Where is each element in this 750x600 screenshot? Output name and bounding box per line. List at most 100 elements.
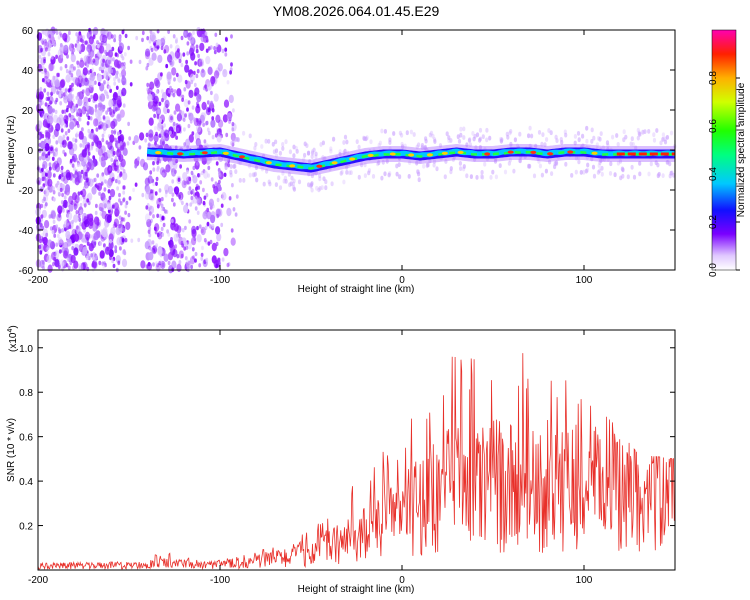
spectrogram-speck — [158, 188, 162, 193]
spectrogram-speck — [202, 169, 206, 174]
spectrogram-speck — [182, 172, 188, 181]
spectrogram-speck — [202, 187, 205, 193]
spectrogram-speck — [579, 170, 583, 175]
spectrogram-speck — [432, 159, 437, 165]
spectrogram-speck — [173, 89, 177, 94]
spectrogram-speck — [77, 116, 81, 122]
spectrogram-speck — [74, 205, 77, 210]
spectrogram-speck — [242, 130, 246, 136]
spectrogram-speck — [124, 204, 128, 209]
spectrogram-speck — [40, 113, 43, 118]
spectrogram-speck — [92, 155, 96, 160]
spectrogram-speck — [83, 215, 87, 221]
spectrogram-speck — [195, 186, 198, 191]
spectrogram-speck — [37, 93, 43, 103]
spectrogram-speck — [147, 100, 154, 110]
spectrogram-speck — [50, 213, 54, 219]
spectrogram-speck — [445, 131, 449, 137]
spectrogram-speck — [116, 186, 119, 191]
spectrogram-speck — [178, 260, 182, 265]
spectrogram-speck — [538, 163, 543, 169]
spectrogram-speck — [550, 171, 554, 177]
spectrogram-speck — [101, 137, 105, 143]
spectrogram-speck — [50, 146, 53, 151]
spectrogram-speck — [103, 152, 109, 161]
spectrogram-speck — [47, 151, 51, 156]
spectrogram-speck — [65, 74, 71, 83]
spectrogram-speck — [649, 161, 653, 167]
spectrogram-speck — [194, 92, 197, 97]
spectrogram-speck — [224, 47, 228, 52]
spectrogram-speck — [166, 108, 170, 114]
spectrogram-speck — [157, 54, 163, 64]
spectrogram-speck — [314, 151, 318, 157]
spectrogram-speck — [647, 129, 651, 134]
spectrogram-speck — [62, 199, 68, 209]
spectrogram-speck — [479, 174, 483, 180]
spectrogram-speck — [185, 138, 191, 147]
spectrogram-speck — [416, 169, 420, 175]
spectrogram-speck — [229, 70, 233, 75]
spectrogram-speck — [214, 32, 218, 37]
spectrogram-speck — [555, 138, 559, 144]
spectrogram-speck — [161, 141, 165, 146]
spectrogram-speck — [165, 164, 171, 173]
spectrogram-speck — [291, 181, 295, 187]
spectrogram-speck — [606, 143, 610, 149]
spectrogram-speck — [47, 47, 51, 52]
snr-x-tick-label: -200 — [28, 575, 48, 586]
spectrogram-speck — [167, 92, 171, 98]
spectrogram-speck — [186, 241, 192, 250]
spectrogram-speck — [478, 145, 482, 150]
spectrogram-speck — [39, 238, 42, 244]
spectrogram-speck — [59, 187, 63, 193]
spectrogram-speck — [77, 75, 83, 84]
spectrogram-speck — [86, 198, 90, 203]
spectrogram-speck — [122, 197, 126, 202]
spectrogram-speck — [45, 247, 49, 252]
spectrogram-speck — [191, 105, 195, 110]
spectrogram-speck — [318, 186, 322, 191]
spectrogram-speck — [196, 197, 202, 206]
ridge-core-spot — [289, 164, 296, 168]
spectrogram-speck — [570, 173, 574, 178]
spectrogram-speck — [145, 48, 151, 57]
spectrogram-speck — [43, 243, 49, 253]
spectrogram-speck — [87, 213, 91, 218]
spectrogram-speck — [173, 223, 179, 232]
spectrogram-speck — [121, 87, 127, 97]
spectrogram-speck — [190, 195, 194, 201]
spectrogram-speck — [630, 164, 634, 170]
spectrogram-speck — [420, 143, 424, 148]
spectrogram-speck — [98, 125, 101, 130]
spectrogram-speck — [90, 253, 93, 258]
spectrogram-speck — [491, 169, 495, 175]
spectrogram-speck — [191, 236, 197, 246]
spectrogram-speck — [206, 211, 212, 220]
spectrogram-speck — [629, 141, 633, 147]
spectrogram-speck — [274, 139, 278, 145]
spectrogram-speck — [173, 233, 179, 242]
spectrogram-speck — [40, 47, 43, 53]
spectrogram-speck — [75, 103, 79, 109]
spectrogram-speck — [663, 139, 668, 145]
spectrogram-speck — [112, 263, 116, 269]
spectrogram-speck — [202, 28, 206, 33]
spectrogram-speck — [665, 135, 670, 140]
ridge-core-spot — [222, 151, 229, 155]
spectrogram-speck — [110, 68, 113, 74]
spectrogram-speck — [355, 139, 359, 145]
spectrogram-speck — [160, 45, 164, 51]
spectrogram-speck — [62, 149, 66, 155]
spectrogram-speck — [104, 91, 108, 96]
spectrogram-speck — [274, 153, 279, 159]
spectrogram-speck — [52, 197, 56, 202]
spectrogram-speck — [156, 167, 160, 172]
spectrogram-speck — [147, 175, 153, 184]
spectrogram-speck — [630, 136, 634, 142]
spectrogram-speck — [190, 37, 196, 46]
spectrogram-speck — [187, 100, 191, 105]
spectrogram-speck — [38, 244, 42, 250]
spectrogram-speck — [65, 172, 72, 181]
spectrogram-speck — [616, 142, 620, 147]
